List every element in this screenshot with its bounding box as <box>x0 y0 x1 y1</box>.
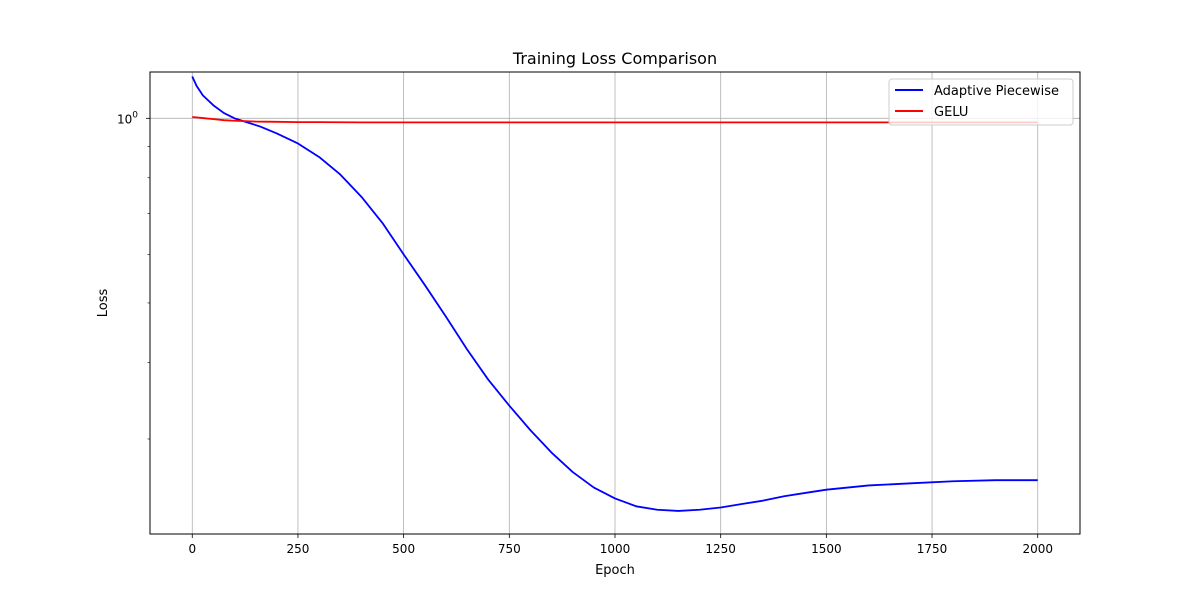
x-tick-label: 2000 <box>1022 542 1053 556</box>
legend-box <box>888 78 1074 126</box>
x-tick-label: 1750 <box>917 542 948 556</box>
y-axis-ticks: 100 <box>117 110 150 440</box>
series-line-adaptive-piecewise <box>191 76 1038 512</box>
x-tick-label: 1000 <box>600 542 631 556</box>
series-layer <box>191 76 1038 512</box>
legend: Adaptive Piecewise GELU <box>888 78 1074 126</box>
legend-label-adaptive-piecewise: Adaptive Piecewise <box>934 84 1059 99</box>
x-tick-label: 1500 <box>811 542 842 556</box>
x-tick-label: 750 <box>498 542 521 556</box>
chart-title: Training Loss Comparison <box>512 49 717 68</box>
x-tick-label: 500 <box>392 542 415 556</box>
legend-label-gelu: GELU <box>934 105 968 120</box>
y-tick-label: 100 <box>117 110 138 126</box>
x-axis-label: Epoch <box>595 563 635 578</box>
x-tick-label: 1250 <box>705 542 736 556</box>
x-tick-label: 0 <box>188 542 196 556</box>
series-line-gelu <box>192 116 1038 124</box>
x-tick-label: 250 <box>287 542 310 556</box>
y-axis-label: Loss <box>96 289 111 318</box>
x-axis-ticks: 0 250 500 750 1000 1250 1500 1750 2000 <box>188 534 1053 556</box>
